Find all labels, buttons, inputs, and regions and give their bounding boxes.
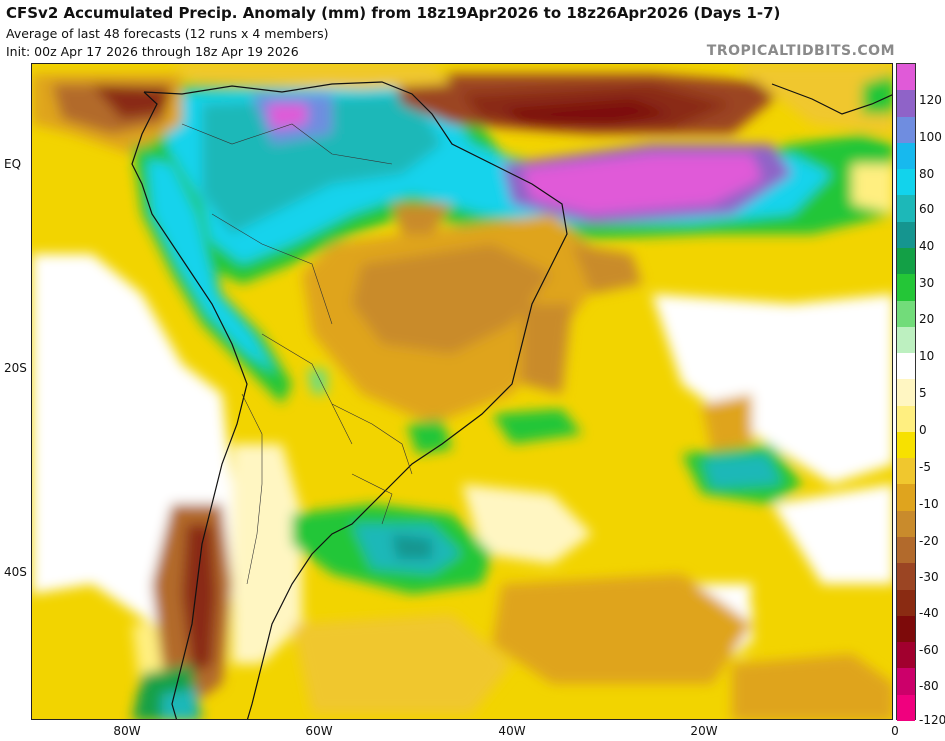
lon-label-80w: 80W bbox=[113, 724, 141, 738]
colorbar-segment bbox=[897, 353, 915, 380]
colorbar-label: 0 bbox=[919, 423, 927, 437]
map-title: CFSv2 Accumulated Precip. Anomaly (mm) f… bbox=[6, 4, 781, 22]
lon-label-60w: 60W bbox=[305, 724, 333, 738]
colorbar-segment bbox=[897, 589, 915, 617]
colorbar-segment bbox=[897, 300, 915, 328]
lat-label-eq: EQ bbox=[4, 157, 22, 171]
colorbar-segment bbox=[897, 694, 915, 722]
colorbar-label: 20 bbox=[919, 312, 935, 326]
colorbar-segment bbox=[897, 221, 915, 249]
init-info: Init: 00z Apr 17 2026 through 18z Apr 19… bbox=[6, 44, 299, 59]
country-borders bbox=[181, 123, 413, 585]
colorbar-label: -120 bbox=[919, 713, 945, 727]
colorbar-segment bbox=[897, 169, 915, 196]
lon-label-0: 0 bbox=[891, 724, 899, 738]
colorbar-segment bbox=[897, 537, 915, 564]
colorbar-segment bbox=[897, 116, 915, 144]
colorbar-label: 30 bbox=[919, 276, 935, 290]
precip-anomaly-map bbox=[31, 63, 893, 720]
colorbar-label: -80 bbox=[919, 679, 939, 693]
colorbar-label: -10 bbox=[919, 497, 939, 511]
colorbar-label: 120 bbox=[919, 93, 942, 107]
colorbar-segment bbox=[897, 195, 915, 223]
colorbar-label: -40 bbox=[919, 606, 939, 620]
colorbar-segment bbox=[897, 274, 915, 301]
colorbar-label: 5 bbox=[919, 386, 927, 400]
colorbar-segment bbox=[897, 563, 915, 591]
colorbar-label: -60 bbox=[919, 643, 939, 657]
map-canvas bbox=[32, 64, 892, 719]
map-subtitle: Average of last 48 forecasts (12 runs x … bbox=[6, 26, 329, 41]
colorbar-label: -20 bbox=[919, 534, 939, 548]
colorbar-label: 100 bbox=[919, 130, 942, 144]
colorbar-segment bbox=[897, 64, 915, 91]
colorbar-segment bbox=[897, 90, 915, 118]
colorbar-segment bbox=[897, 431, 915, 459]
colorbar-segment bbox=[897, 247, 915, 275]
colorbar-segment bbox=[897, 326, 915, 354]
colorbar-segment bbox=[897, 642, 915, 669]
colorbar-segment bbox=[897, 615, 915, 643]
colorbar bbox=[896, 63, 916, 722]
colorbar-segment bbox=[897, 379, 915, 407]
colorbar-label: 40 bbox=[919, 239, 935, 253]
lon-label-20w: 20W bbox=[690, 724, 718, 738]
colorbar-segment bbox=[897, 405, 915, 433]
lat-label-20s: 20S bbox=[4, 361, 27, 375]
anomaly-field bbox=[32, 64, 892, 719]
colorbar-segment bbox=[897, 484, 915, 512]
colorbar-label: 10 bbox=[919, 349, 935, 363]
lat-label-40s: 40S bbox=[4, 565, 27, 579]
coastlines bbox=[131, 81, 892, 719]
colorbar-segment bbox=[897, 668, 915, 696]
brand-watermark: TROPICALTIDBITS.COM bbox=[706, 43, 895, 59]
colorbar-segment bbox=[897, 142, 915, 170]
colorbar-label: -30 bbox=[919, 570, 939, 584]
colorbar-label: 60 bbox=[919, 202, 935, 216]
colorbar-label: 80 bbox=[919, 167, 935, 181]
colorbar-label: -5 bbox=[919, 460, 931, 474]
lon-label-40w: 40W bbox=[498, 724, 526, 738]
colorbar-segment bbox=[897, 510, 915, 538]
colorbar-segment bbox=[897, 458, 915, 485]
